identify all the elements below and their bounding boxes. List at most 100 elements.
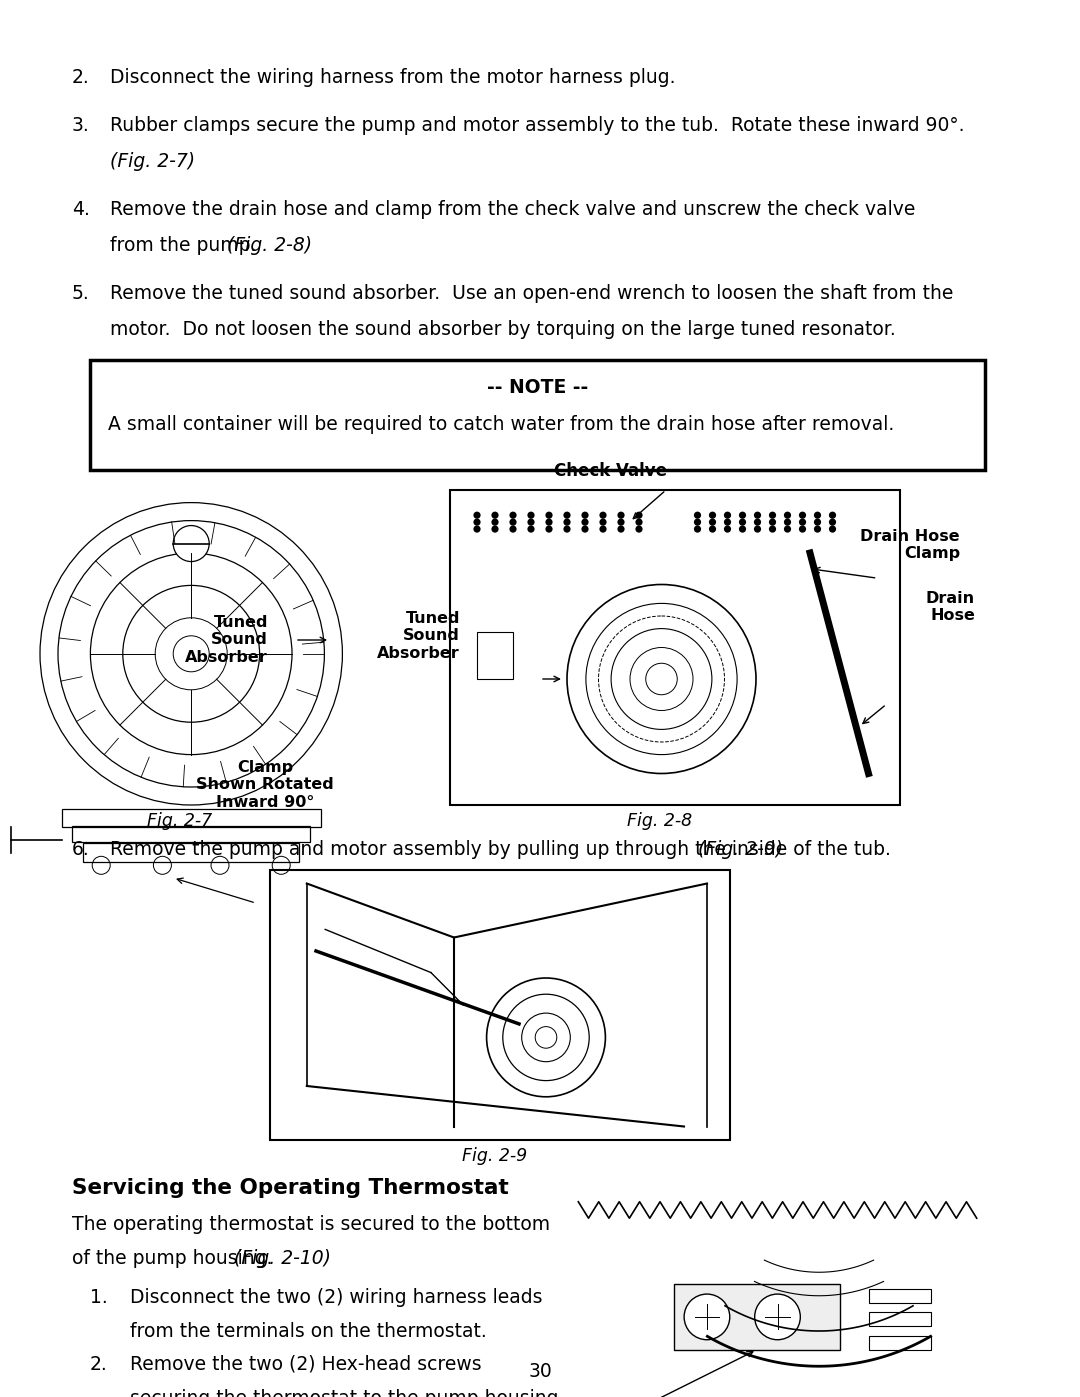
Circle shape [635, 511, 643, 518]
Text: (Fig. 2-9): (Fig. 2-9) [698, 840, 783, 859]
Circle shape [510, 511, 516, 518]
Bar [868, 1336, 931, 1350]
Text: Disconnect the two (2) wiring harness leads: Disconnect the two (2) wiring harness le… [130, 1288, 542, 1308]
Text: 3.: 3. [72, 116, 90, 136]
Text: (Fig. 2-10): (Fig. 2-10) [234, 1249, 330, 1268]
Text: 2.: 2. [90, 1355, 108, 1375]
Bar [83, 844, 299, 862]
Text: Remove the pump and motor assembly by pulling up through the inside of the tub.: Remove the pump and motor assembly by pu… [110, 840, 896, 859]
Text: Fig. 2-8: Fig. 2-8 [627, 812, 692, 830]
Text: 4.: 4. [72, 200, 90, 219]
Circle shape [829, 525, 836, 532]
Circle shape [581, 518, 589, 525]
Bar [450, 490, 900, 805]
Text: (Fig. 2-8): (Fig. 2-8) [227, 236, 312, 256]
Circle shape [799, 518, 806, 525]
Circle shape [599, 518, 607, 525]
Bar [674, 1284, 840, 1350]
Circle shape [599, 511, 607, 518]
Circle shape [473, 518, 481, 525]
Text: of the pump housing.: of the pump housing. [72, 1249, 279, 1268]
Circle shape [769, 518, 777, 525]
Circle shape [510, 525, 516, 532]
Text: Clamp
Shown Rotated
Inward 90°: Clamp Shown Rotated Inward 90° [197, 760, 334, 810]
Circle shape [599, 525, 607, 532]
Bar [72, 826, 310, 841]
Circle shape [784, 518, 791, 525]
Text: securing the thermostat to the pump housing.: securing the thermostat to the pump hous… [130, 1389, 565, 1397]
Bar [270, 870, 730, 1140]
Circle shape [618, 511, 624, 518]
Text: 6.: 6. [72, 840, 90, 859]
Circle shape [784, 525, 791, 532]
Circle shape [527, 525, 535, 532]
Circle shape [173, 525, 210, 562]
Bar [868, 1312, 931, 1326]
Text: (Fig. 2-7): (Fig. 2-7) [110, 152, 195, 170]
Text: A small container will be required to catch water from the drain hose after remo: A small container will be required to ca… [108, 415, 894, 434]
Circle shape [754, 511, 761, 518]
Text: Fig. 2-9: Fig. 2-9 [462, 1147, 527, 1165]
Text: Remove the two (2) Hex-head screws: Remove the two (2) Hex-head screws [130, 1355, 482, 1375]
Circle shape [581, 525, 589, 532]
Text: 2.: 2. [72, 68, 90, 87]
Circle shape [693, 518, 701, 525]
Text: Rubber clamps secure the pump and motor assembly to the tub.  Rotate these inwar: Rubber clamps secure the pump and motor … [110, 116, 964, 136]
Circle shape [724, 518, 731, 525]
Circle shape [784, 511, 791, 518]
Circle shape [724, 525, 731, 532]
Circle shape [814, 518, 821, 525]
Text: motor.  Do not loosen the sound absorber by torquing on the large tuned resonato: motor. Do not loosen the sound absorber … [110, 320, 895, 339]
Circle shape [545, 525, 553, 532]
Circle shape [724, 511, 731, 518]
Text: Disconnect the wiring harness from the motor harness plug.: Disconnect the wiring harness from the m… [110, 68, 675, 87]
Circle shape [564, 525, 570, 532]
Circle shape [708, 525, 716, 532]
Circle shape [510, 518, 516, 525]
Text: Check Valve: Check Valve [554, 462, 666, 481]
Text: 30: 30 [528, 1362, 552, 1382]
Circle shape [684, 1294, 730, 1340]
Text: Remove the tuned sound absorber.  Use an open-end wrench to loosen the shaft fro: Remove the tuned sound absorber. Use an … [110, 284, 954, 303]
Circle shape [491, 511, 499, 518]
Circle shape [491, 518, 499, 525]
Circle shape [754, 525, 761, 532]
Text: The operating thermostat is secured to the bottom: The operating thermostat is secured to t… [72, 1215, 550, 1234]
Text: Tuned
Sound
Absorber: Tuned Sound Absorber [186, 615, 268, 665]
Circle shape [769, 525, 777, 532]
Circle shape [618, 525, 624, 532]
Circle shape [545, 518, 553, 525]
Text: 1.: 1. [90, 1288, 108, 1308]
Circle shape [545, 511, 553, 518]
Circle shape [708, 511, 716, 518]
Bar [90, 360, 985, 469]
Text: Drain Hose
Clamp: Drain Hose Clamp [861, 529, 960, 562]
Text: Drain
Hose: Drain Hose [926, 591, 975, 623]
Text: from the terminals on the thermostat.: from the terminals on the thermostat. [130, 1322, 487, 1341]
Circle shape [564, 518, 570, 525]
Circle shape [693, 511, 701, 518]
Bar [62, 809, 321, 827]
Circle shape [635, 518, 643, 525]
Circle shape [829, 511, 836, 518]
Circle shape [755, 1294, 800, 1340]
Circle shape [635, 525, 643, 532]
Text: Remove the drain hose and clamp from the check valve and unscrew the check valve: Remove the drain hose and clamp from the… [110, 200, 916, 219]
Circle shape [814, 511, 821, 518]
Circle shape [799, 511, 806, 518]
Circle shape [739, 518, 746, 525]
Text: Servicing the Operating Thermostat: Servicing the Operating Thermostat [72, 1178, 509, 1199]
Bar [868, 1288, 931, 1303]
Circle shape [799, 525, 806, 532]
Circle shape [491, 525, 499, 532]
Circle shape [527, 518, 535, 525]
Circle shape [769, 511, 777, 518]
Circle shape [564, 511, 570, 518]
Circle shape [473, 511, 481, 518]
Circle shape [473, 525, 481, 532]
Circle shape [693, 525, 701, 532]
Circle shape [754, 518, 761, 525]
Circle shape [618, 518, 624, 525]
Circle shape [527, 511, 535, 518]
Bar [477, 631, 513, 679]
